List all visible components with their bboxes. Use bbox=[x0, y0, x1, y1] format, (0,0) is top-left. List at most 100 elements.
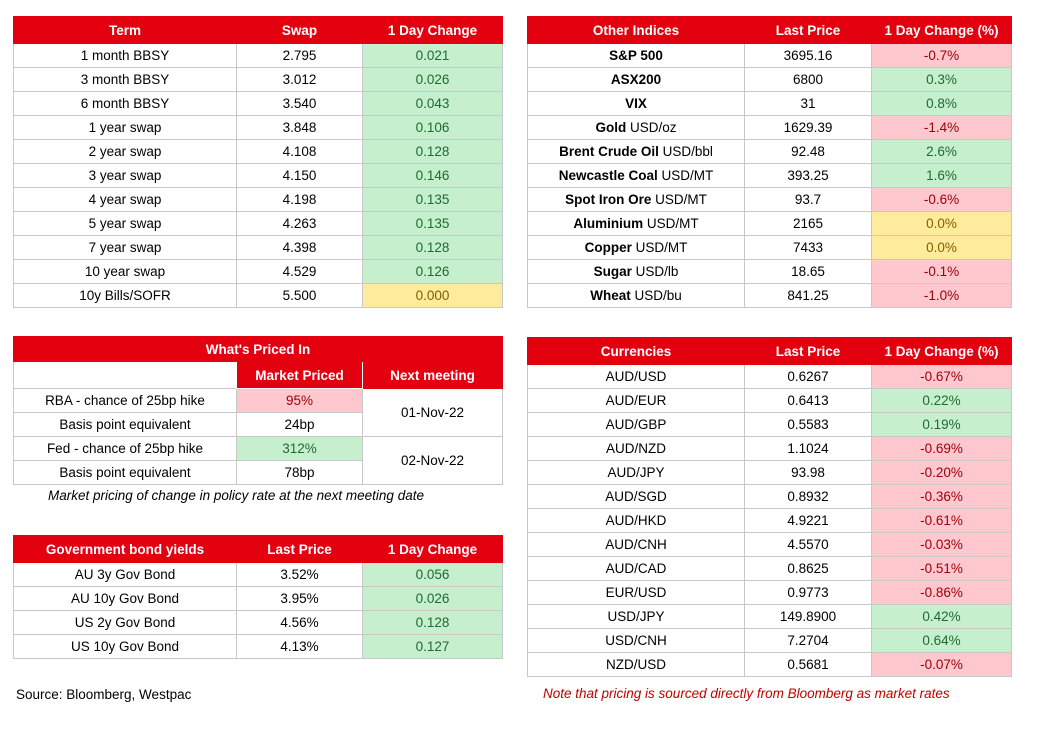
table-row: 1 year swap 3.848 0.106 bbox=[13, 115, 503, 140]
price-cell: 0.9773 bbox=[744, 580, 872, 605]
change-cell: -0.07% bbox=[871, 652, 1012, 677]
pair-cell: AUD/SGD bbox=[527, 484, 745, 509]
price-cell: 1.1024 bbox=[744, 436, 872, 461]
table-row: 10 year swap 4.529 0.126 bbox=[13, 259, 503, 284]
change-cell: -0.6% bbox=[871, 187, 1012, 212]
table-row: 1 month BBSY 2.795 0.021 bbox=[13, 43, 503, 68]
table-row: 6 month BBSY 3.540 0.043 bbox=[13, 91, 503, 116]
change-cell: 0.135 bbox=[362, 187, 503, 212]
table-row: US 2y Gov Bond 4.56% 0.128 bbox=[13, 610, 503, 635]
pair-cell: AUD/EUR bbox=[527, 388, 745, 413]
change-cell: -1.4% bbox=[871, 115, 1012, 140]
index-name: Newcastle Coal bbox=[558, 168, 658, 183]
priced-label: Basis point equivalent bbox=[13, 460, 237, 485]
index-name-cell: Wheat USD/bu bbox=[527, 283, 745, 308]
index-name-cell: Copper USD/MT bbox=[527, 235, 745, 260]
swap-cell: 4.529 bbox=[236, 259, 363, 284]
index-unit: USD/MT bbox=[661, 168, 714, 183]
header-bonds: Government bond yields bbox=[13, 535, 237, 563]
priced-value: 312% bbox=[236, 436, 363, 461]
bond-name-cell: US 2y Gov Bond bbox=[13, 610, 237, 635]
index-unit: USD/MT bbox=[635, 240, 688, 255]
table-row: USD/JPY 149.8900 0.42% bbox=[527, 604, 1012, 629]
table-row: AUD/USD 0.6267 -0.67% bbox=[527, 364, 1012, 389]
change-cell: -0.69% bbox=[871, 436, 1012, 461]
priced-value: 78bp bbox=[236, 460, 363, 485]
index-name: Aluminium bbox=[573, 216, 644, 231]
policy-rate-note: Market pricing of change in policy rate … bbox=[48, 488, 424, 503]
pair-cell: AUD/USD bbox=[527, 364, 745, 389]
header-change-pct: 1 Day Change (%) bbox=[871, 16, 1012, 44]
header-term: Term bbox=[13, 16, 237, 44]
table-row: AUD/CAD 0.8625 -0.51% bbox=[527, 556, 1012, 581]
change-cell: -0.03% bbox=[871, 532, 1012, 557]
bond-name-cell: US 10y Gov Bond bbox=[13, 634, 237, 659]
index-name: Sugar bbox=[593, 264, 632, 279]
price-cell: 841.25 bbox=[744, 283, 872, 308]
index-name: Wheat bbox=[590, 288, 631, 303]
meeting-date: 01-Nov-22 bbox=[361, 388, 504, 437]
table-row: Spot Iron Ore USD/MT 93.7 -0.6% bbox=[527, 187, 1012, 212]
index-unit: USD/MT bbox=[646, 216, 699, 231]
index-name-cell: Spot Iron Ore USD/MT bbox=[527, 187, 745, 212]
pair-cell: NZD/USD bbox=[527, 652, 745, 677]
pair-cell: AUD/CNH bbox=[527, 532, 745, 557]
price-cell: 0.5583 bbox=[744, 412, 872, 437]
change-cell: -0.86% bbox=[871, 580, 1012, 605]
swap-cell: 4.108 bbox=[236, 139, 363, 164]
pair-cell: AUD/CAD bbox=[527, 556, 745, 581]
change-cell: 0.126 bbox=[362, 259, 503, 284]
price-cell: 92.48 bbox=[744, 139, 872, 164]
index-name-cell: Brent Crude Oil USD/bbl bbox=[527, 139, 745, 164]
term-cell: 1 month BBSY bbox=[13, 43, 237, 68]
header-market-priced: Market Priced bbox=[236, 361, 363, 389]
index-name-cell: Sugar USD/lb bbox=[527, 259, 745, 284]
header-bond-change: 1 Day Change bbox=[362, 535, 503, 563]
table-row: AUD/SGD 0.8932 -0.36% bbox=[527, 484, 1012, 509]
index-unit: USD/bbl bbox=[662, 144, 713, 159]
price-cell: 7.2704 bbox=[744, 628, 872, 653]
change-cell: 0.22% bbox=[871, 388, 1012, 413]
index-unit: USD/MT bbox=[655, 192, 707, 207]
change-cell: 0.0% bbox=[871, 235, 1012, 260]
header-swap: Swap bbox=[236, 16, 363, 44]
table-row: Wheat USD/bu 841.25 -1.0% bbox=[527, 283, 1012, 308]
price-cell: 4.13% bbox=[236, 634, 363, 659]
index-unit: USD/bu bbox=[634, 288, 682, 303]
pair-cell: USD/JPY bbox=[527, 604, 745, 629]
change-cell: 0.106 bbox=[362, 115, 503, 140]
meeting-date: 02-Nov-22 bbox=[361, 436, 504, 485]
index-name: S&P 500 bbox=[609, 48, 663, 63]
change-cell: 1.6% bbox=[871, 163, 1012, 188]
pair-cell: USD/CNH bbox=[527, 628, 745, 653]
table-row: Brent Crude Oil USD/bbl 92.48 2.6% bbox=[527, 139, 1012, 164]
term-cell: 3 year swap bbox=[13, 163, 237, 188]
price-cell: 2165 bbox=[744, 211, 872, 236]
price-cell: 393.25 bbox=[744, 163, 872, 188]
change-cell: -1.0% bbox=[871, 283, 1012, 308]
price-cell: 3695.16 bbox=[744, 43, 872, 68]
change-cell: 0.146 bbox=[362, 163, 503, 188]
table-row: Sugar USD/lb 18.65 -0.1% bbox=[527, 259, 1012, 284]
header-next-meeting: Next meeting bbox=[361, 361, 504, 389]
index-unit: USD/oz bbox=[630, 120, 677, 135]
term-cell: 10y Bills/SOFR bbox=[13, 283, 237, 308]
index-name-cell: S&P 500 bbox=[527, 43, 745, 68]
priced-value: 95% bbox=[236, 388, 363, 413]
price-cell: 3.95% bbox=[236, 586, 363, 611]
term-cell: 10 year swap bbox=[13, 259, 237, 284]
table-row: US 10y Gov Bond 4.13% 0.127 bbox=[13, 634, 503, 659]
header-bond-price: Last Price bbox=[236, 535, 363, 563]
header-indices: Other Indices bbox=[527, 16, 745, 44]
table-row: EUR/USD 0.9773 -0.86% bbox=[527, 580, 1012, 605]
table-row: AUD/HKD 4.9221 -0.61% bbox=[527, 508, 1012, 533]
table-row: AUD/EUR 0.6413 0.22% bbox=[527, 388, 1012, 413]
swap-cell: 3.012 bbox=[236, 67, 363, 92]
index-name: VIX bbox=[625, 96, 647, 111]
priced-label: Basis point equivalent bbox=[13, 412, 237, 437]
swap-cell: 4.263 bbox=[236, 211, 363, 236]
index-name: Copper bbox=[584, 240, 632, 255]
term-cell: 5 year swap bbox=[13, 211, 237, 236]
table-row: Aluminium USD/MT 2165 0.0% bbox=[527, 211, 1012, 236]
table-row: 10y Bills/SOFR 5.500 0.000 bbox=[13, 283, 503, 308]
